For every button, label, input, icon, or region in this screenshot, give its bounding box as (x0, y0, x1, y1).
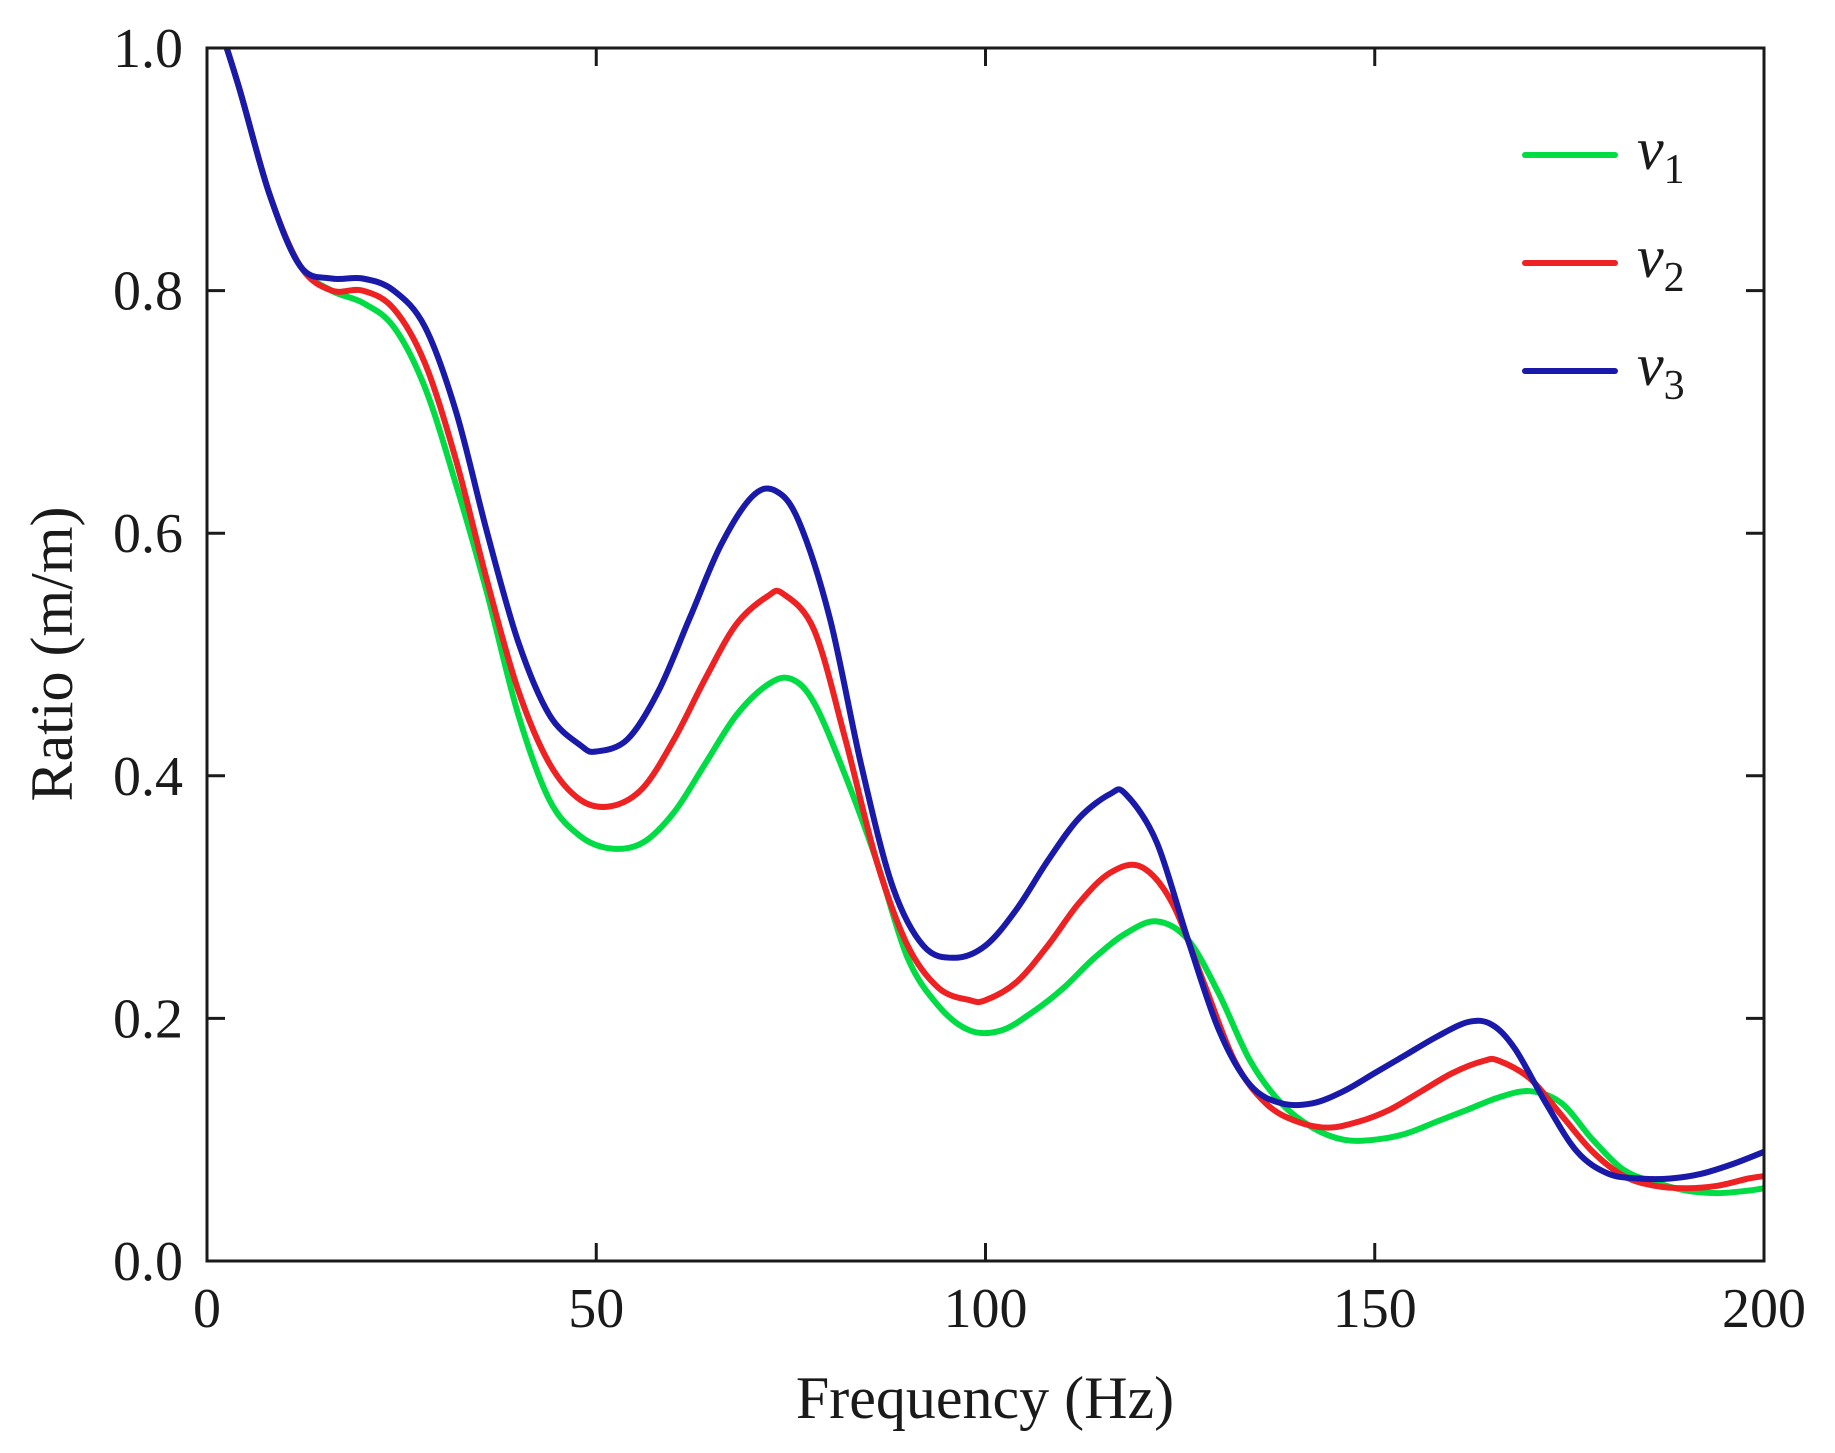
series-line-v2 (223, 48, 1764, 1192)
legend-symbol: v (1637, 224, 1664, 290)
y-tick-label: 0.4 (113, 746, 183, 808)
y-tick-label: 0.6 (113, 503, 183, 565)
legend-subscript: 2 (1664, 255, 1685, 301)
y-tick-label: 0.0 (113, 1231, 183, 1293)
x-tick-label: 200 (1722, 1278, 1806, 1340)
x-tick-label: 150 (1333, 1278, 1417, 1340)
legend-label-v3: v3 (1637, 332, 1685, 409)
legend-label-v2: v2 (1637, 224, 1685, 301)
series-line-v1 (223, 48, 1764, 1197)
y-tick-label: 1.0 (113, 18, 183, 80)
x-tick-label: 50 (568, 1278, 624, 1340)
legend-subscript: 3 (1664, 363, 1685, 409)
series-layer (223, 48, 1764, 1197)
x-axis-label: Frequency (Hz) (796, 1365, 1174, 1431)
ticks-layer: 0 50 100 150 200 0.0 0.2 0.4 0.6 0.8 1.0 (113, 18, 1806, 1340)
legend-symbol: v (1637, 116, 1664, 182)
x-tick-label: 100 (944, 1278, 1028, 1340)
y-tick-label: 0.8 (113, 261, 183, 323)
legend-symbol: v (1637, 332, 1664, 398)
series-line-v3 (223, 48, 1764, 1183)
x-tick-label: 0 (193, 1278, 221, 1340)
y-tick-label: 0.2 (113, 988, 183, 1050)
legend-subscript: 1 (1664, 147, 1685, 193)
y-axis-label: Ratio (m/m) (19, 507, 85, 802)
legend-label-v1: v1 (1637, 116, 1685, 193)
